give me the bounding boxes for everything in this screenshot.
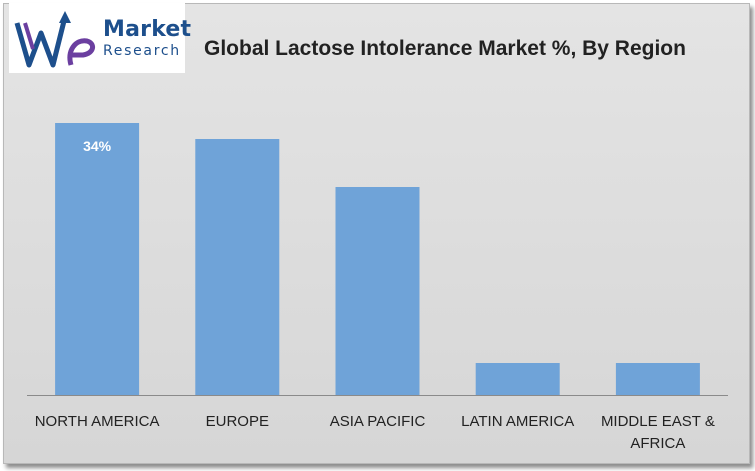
- brand-name-line2: Research: [103, 43, 181, 59]
- bar-europe: [195, 139, 280, 395]
- data-label: 34%: [83, 138, 112, 154]
- x-tick-label: AFRICA: [630, 435, 685, 452]
- logo-mark-icon: [14, 11, 95, 68]
- brand-name-line1: Market: [103, 17, 192, 42]
- bar-asia-pacific: [335, 187, 420, 395]
- x-tick-label: MIDDLE EAST &: [601, 413, 715, 430]
- chart-title: Global Lactose Intolerance Market %, By …: [204, 37, 686, 60]
- x-tick-label: ASIA PACIFIC: [330, 413, 426, 430]
- x-tick-label: EUROPE: [206, 413, 269, 430]
- x-tick-label: LATIN AMERICA: [461, 413, 574, 430]
- x-tick-label: NORTH AMERICA: [35, 413, 160, 430]
- bar-north-america: [55, 123, 140, 395]
- bar-latin-america: [475, 363, 560, 395]
- bar-middle-east-africa: [615, 363, 700, 395]
- brand-logo: Market Research: [9, 3, 191, 73]
